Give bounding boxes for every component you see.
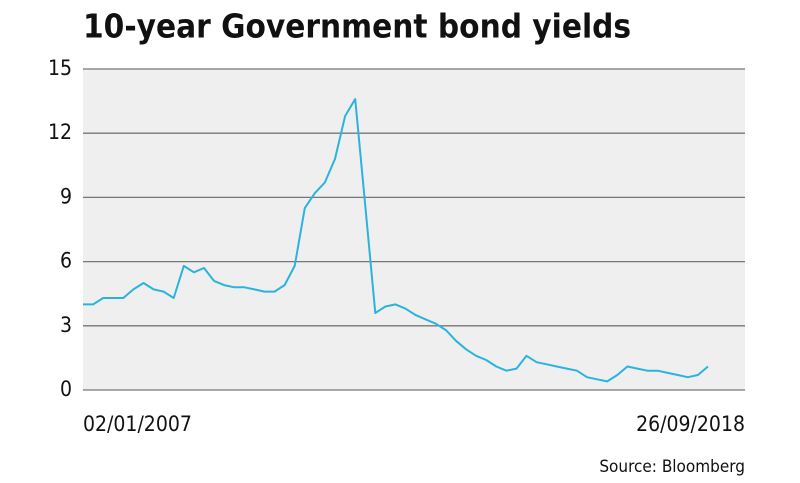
y-tick-label: 9 [60,184,72,208]
y-tick-label: 3 [60,313,72,337]
x-tick-label: 26/09/2018 [636,412,745,436]
y-tick-label: 6 [60,249,72,273]
y-tick-label: 0 [60,377,72,401]
x-tick-label: 02/01/2007 [83,412,192,436]
y-tick-label: 15 [48,56,72,80]
source-note: Source: Bloomberg [599,457,745,477]
chart-title: 10-year Government bond yields [83,7,631,46]
y-tick-label: 12 [48,120,72,144]
data-line [83,98,709,383]
plot-area [83,69,745,390]
